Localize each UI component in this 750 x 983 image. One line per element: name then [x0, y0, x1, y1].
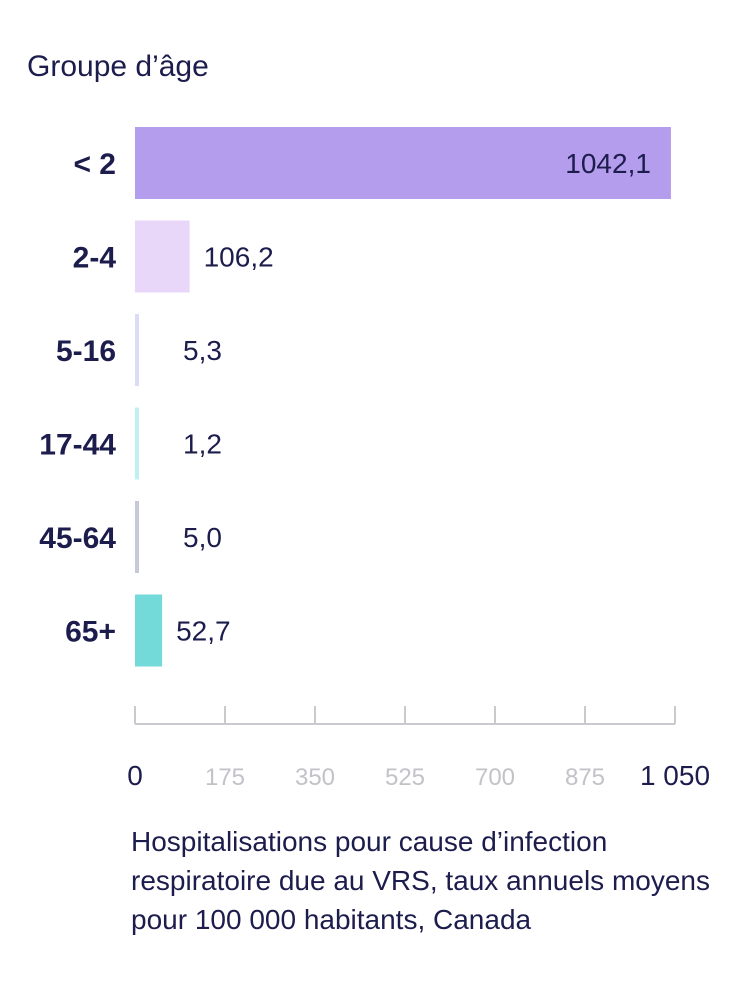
bar-1: [135, 220, 190, 293]
bars-layer: [135, 127, 671, 667]
value-label-5: 52,7: [176, 616, 231, 647]
category-label-1: 2-4: [73, 242, 117, 275]
x-tick-label-2: 350: [295, 764, 335, 791]
x-tick-label-0: 0: [127, 760, 143, 791]
x-tick-label-4: 700: [475, 764, 515, 791]
bar-5: [135, 594, 163, 667]
category-label-4: 45-64: [39, 522, 116, 555]
bar-0: [135, 127, 671, 199]
category-label-0: < 2: [73, 148, 116, 181]
labels-layer: < 2 1042,1 2-4 106,2 5-16 5,3 17-44 1,2 45-64 5,0…: [39, 148, 651, 649]
bar-2: [135, 314, 139, 386]
x-tick-label-6: 1 050: [640, 760, 710, 791]
value-label-4: 5,0: [183, 522, 222, 553]
x-tick-label-5: 875: [565, 764, 605, 791]
x-axis: 0 175 350 525 700 875 1 050: [127, 706, 710, 791]
x-tick-label-3: 525: [385, 764, 425, 791]
value-label-3: 1,2: [183, 429, 222, 460]
category-label-5: 65+: [65, 616, 116, 649]
value-label-1: 106,2: [204, 242, 274, 273]
bar-3: [135, 407, 139, 480]
category-label-3: 17-44: [39, 429, 116, 462]
x-axis-title: Hospitalisations pour cause d’infection …: [131, 826, 710, 935]
x-tick-label-1: 175: [205, 764, 245, 791]
y-axis-title: Groupe d’âge: [27, 50, 209, 83]
value-label-0: 1042,1: [565, 148, 651, 179]
category-label-2: 5-16: [56, 335, 116, 368]
bar-4: [135, 501, 139, 573]
value-label-2: 5,3: [183, 335, 222, 366]
